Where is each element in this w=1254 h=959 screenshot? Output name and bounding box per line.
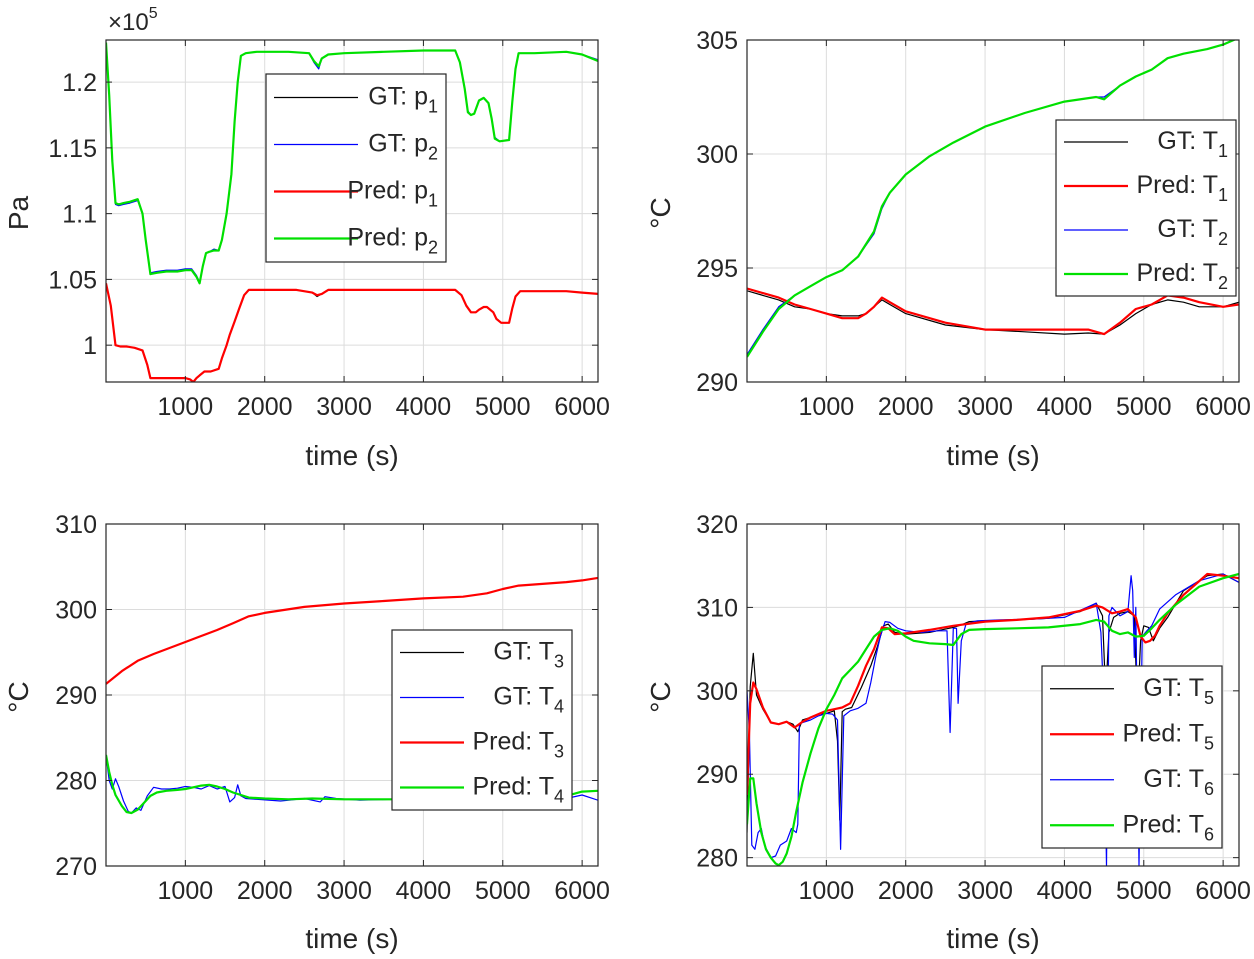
legend-label: GT: T1 (1157, 127, 1228, 161)
y-tick-label: 305 (696, 27, 738, 55)
legend-label: Pred: T6 (1122, 810, 1214, 844)
x-tick-label: 6000 (1195, 877, 1251, 905)
y-tick-label: 295 (696, 255, 738, 283)
axes-frame (105, 39, 599, 383)
x-tick-label: 5000 (1116, 877, 1172, 905)
x-tick-label: 4000 (396, 877, 452, 905)
axes-frame (746, 39, 1240, 383)
x-tick-label: 5000 (475, 877, 531, 905)
x-tick-label: 4000 (1037, 877, 1093, 905)
y-tick-label: 1.15 (48, 135, 97, 163)
y-tick-label: 270 (55, 853, 97, 881)
legend-label: Pred: p2 (347, 224, 438, 258)
x-axis-label: time (s) (305, 923, 398, 954)
y-tick-label: 310 (55, 511, 97, 539)
x-tick-label: 4000 (396, 393, 452, 421)
x-tick-label: 6000 (554, 877, 610, 905)
y-tick-label: 280 (55, 768, 97, 796)
legend-label: GT: T2 (1157, 215, 1228, 249)
x-tick-label: 5000 (1116, 393, 1172, 421)
series-line-gtt6 (747, 573, 1239, 866)
x-tick-label: 2000 (878, 393, 934, 421)
x-tick-label: 6000 (1195, 393, 1251, 421)
x-tick-label: 3000 (957, 877, 1013, 905)
x-tick-label: 1000 (158, 393, 214, 421)
legend-label: GT: p1 (368, 83, 438, 117)
x-tick-label: 1000 (799, 393, 855, 421)
legend-box (1055, 119, 1237, 297)
legend-label: Pred: T1 (1136, 171, 1228, 205)
legend: GT: T1 Pred: T1 GT: T2 Pred: T2 (1055, 119, 1237, 297)
legend-box (391, 629, 573, 811)
y-axis-label: °C (645, 197, 676, 228)
chart-panel-bottom-left: °C time (s) 1000 2000 3000 4000 5000 6000 270 2… (3, 511, 610, 954)
x-axis-label: time (s) (305, 440, 398, 471)
y-exponent-label: ×105 (108, 5, 158, 36)
x-tick-label: 3000 (316, 393, 372, 421)
y-tick-label: 1.05 (48, 266, 97, 294)
series-line-predt5 (747, 572, 1239, 796)
y-tick-label: 290 (55, 682, 97, 710)
y-tick-label: 290 (696, 761, 738, 789)
legend-label: Pred: T3 (472, 728, 564, 762)
legend: GT: p1 GT: p2 Pred: p1 Pred: p2 (265, 73, 447, 263)
series-line-gtt5 (747, 573, 1239, 833)
y-tick-label: 300 (55, 597, 97, 625)
y-tick-label: 1.2 (62, 69, 97, 97)
series-line-predt3 (106, 576, 598, 685)
legend-label: Pred: T5 (1122, 719, 1214, 753)
y-tick-label: 280 (696, 845, 738, 873)
legend-label: GT: T4 (493, 683, 564, 717)
chart-panel-top-right: °C time (s) 1000 2000 3000 4000 5000 6000 290 2… (645, 27, 1251, 471)
y-axis-label: °C (3, 681, 34, 712)
series-line-predt2 (747, 40, 1237, 358)
series-line-predp1 (106, 283, 598, 382)
series-line-predt1 (747, 287, 1239, 336)
legend-label: GT: p2 (368, 130, 438, 164)
legend-label: GT: T5 (1143, 674, 1214, 708)
y-exponent-power: 5 (149, 5, 158, 22)
x-tick-label: 1000 (799, 877, 855, 905)
legend-label: GT: T3 (493, 638, 564, 672)
legend-label: GT: T6 (1143, 765, 1214, 799)
y-tick-label: 320 (696, 511, 738, 539)
x-tick-label: 5000 (475, 393, 531, 421)
legend-box (1041, 665, 1223, 849)
x-tick-label: 1000 (158, 877, 214, 905)
series-line-predt6 (747, 572, 1239, 866)
x-tick-label: 2000 (237, 393, 293, 421)
chart-panel-top-left: ×105 Pa time (s) 1000 2000 3000 4000 5000 600… (3, 5, 610, 471)
x-tick-label: 6000 (554, 393, 610, 421)
y-tick-label: 300 (696, 678, 738, 706)
axes-frame (746, 523, 1240, 867)
y-tick-label: 1.1 (62, 201, 97, 229)
x-axis-label: time (s) (946, 440, 1039, 471)
y-axis-label: Pa (3, 195, 34, 230)
x-axis-label: time (s) (946, 923, 1039, 954)
x-tick-label: 3000 (957, 393, 1013, 421)
legend: GT: T5 Pred: T5 GT: T6 Pred: T6 (1041, 665, 1223, 849)
x-tick-label: 3000 (316, 877, 372, 905)
y-axis-label: °C (645, 681, 676, 712)
legend-label: Pred: T2 (1136, 259, 1228, 293)
x-tick-label: 4000 (1037, 393, 1093, 421)
y-tick-label: 300 (696, 141, 738, 169)
series-line-predp2 (106, 42, 598, 285)
x-tick-label: 2000 (237, 877, 293, 905)
legend-label: Pred: T4 (472, 773, 564, 807)
chart-panel-bottom-right: °C time (s) 1000 2000 3000 4000 5000 6000 280 2… (645, 511, 1251, 954)
x-tick-label: 2000 (878, 877, 934, 905)
y-tick-label: 290 (696, 369, 738, 397)
legend: GT: T3 GT: T4 Pred: T3 Pred: T4 (391, 629, 573, 811)
y-tick-label: 310 (696, 594, 738, 622)
legend-label: Pred: p1 (347, 177, 438, 211)
legend-box (265, 73, 447, 263)
y-tick-label: 1 (83, 332, 97, 360)
